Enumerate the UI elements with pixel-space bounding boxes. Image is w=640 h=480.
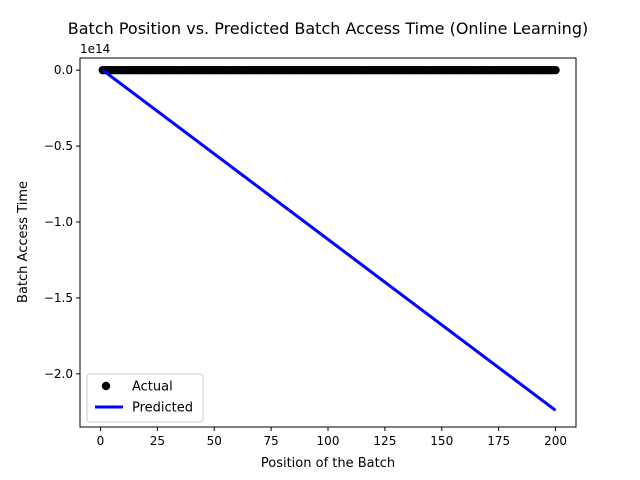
legend-marker-actual [101, 381, 111, 391]
plot-area [79, 57, 577, 428]
chart-title: Batch Position vs. Predicted Batch Acces… [68, 19, 588, 38]
x-tick-label: 50 [207, 434, 222, 448]
legend: Actual Predicted [86, 373, 204, 423]
y-tick-label: −1.5 [44, 291, 73, 305]
y-tick-label: −1.0 [44, 215, 73, 229]
actual-point [551, 65, 560, 75]
plot-background [80, 58, 576, 427]
legend-label: Predicted [132, 401, 193, 416]
data-layer [98, 65, 560, 412]
y-axis: 0.0 −0.5 −1.0 −1.5 −2.0 [44, 63, 80, 381]
x-tick-label: 25 [150, 434, 165, 448]
x-axis-label: Position of the Batch [261, 456, 395, 471]
x-tick-label: 125 [373, 434, 396, 448]
y-tick-label: −0.5 [44, 139, 73, 153]
y-tick-label: −2.0 [44, 367, 73, 381]
y-axis-offset-label: 1e14 [80, 42, 110, 56]
legend-label: Actual [132, 380, 173, 395]
x-tick-label: 100 [317, 434, 340, 448]
x-tick-label: 150 [430, 434, 453, 448]
x-axis: 0 25 50 75 100 125 150 175 200 [97, 427, 567, 448]
x-tick-label: 0 [97, 434, 105, 448]
y-tick-label: 0.0 [54, 63, 73, 77]
x-tick-label: 175 [487, 434, 510, 448]
x-tick-label: 75 [263, 434, 278, 448]
x-tick-label: 200 [544, 434, 567, 448]
y-axis-label: Batch Access Time [16, 181, 31, 303]
predicted-line [101, 68, 557, 412]
legend-box [86, 373, 204, 423]
